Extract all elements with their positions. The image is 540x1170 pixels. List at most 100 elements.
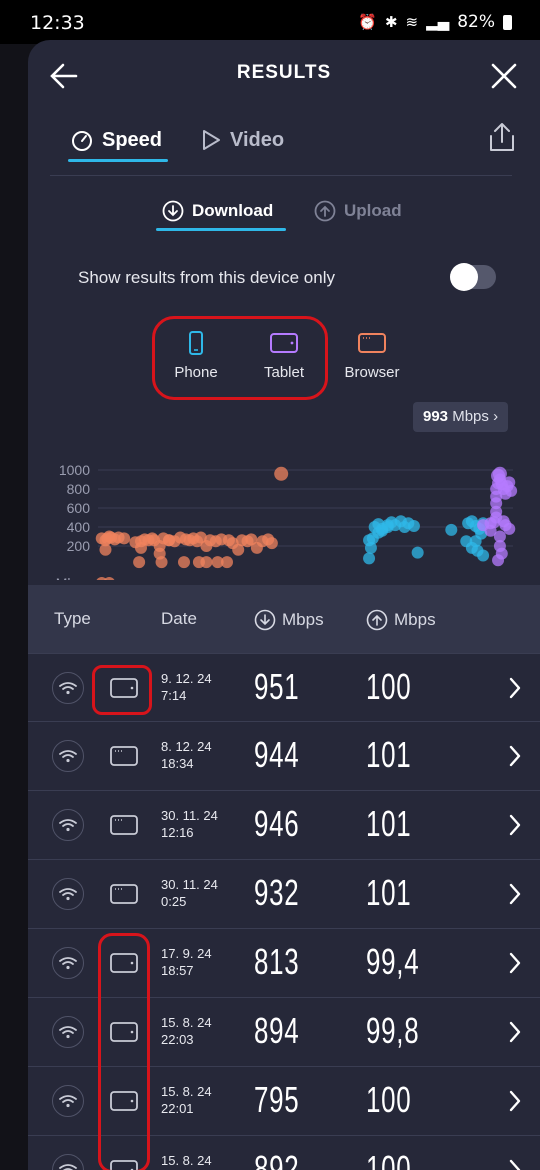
data-point-tablet (492, 554, 505, 567)
direction-tabs: Download Upload (28, 200, 540, 240)
table-row[interactable]: 17. 9. 24 18:57 813 99,4 (28, 929, 540, 998)
row-date-time: 18:34 (161, 756, 194, 771)
data-point-browser (133, 556, 146, 569)
data-point-browser (274, 466, 289, 481)
tablet-icon (270, 333, 298, 353)
col-upload-label: Mbps (394, 610, 436, 629)
row-upload: 101 (366, 872, 412, 913)
data-point-browser (163, 534, 176, 547)
row-chevron[interactable] (508, 1020, 522, 1048)
row-upload: 101 (366, 734, 412, 775)
connection-type-badge (52, 878, 84, 910)
row-download: 795 (254, 1079, 300, 1120)
y-unit-label: Mbps (56, 575, 90, 580)
row-date-day: 8. 12. 24 (161, 739, 212, 754)
row-date-time: 7:14 (161, 688, 187, 703)
browser-icon (358, 333, 386, 353)
row-date-day: 17. 9. 24 (161, 946, 212, 961)
header: RESULTS (28, 40, 540, 110)
device-type (108, 882, 140, 910)
table-row[interactable]: 15. 8. 24 892 100 (28, 1136, 540, 1170)
row-chevron[interactable] (508, 882, 522, 910)
table-row[interactable]: 30. 11. 24 12:16 946 101 (28, 791, 540, 860)
close-icon[interactable] (486, 58, 522, 94)
col-download-label: Mbps (282, 610, 324, 629)
device-type (108, 1020, 140, 1048)
wifi-icon (59, 682, 77, 695)
device-only-row: Show results from this device only (78, 263, 518, 292)
row-chevron[interactable] (508, 676, 522, 704)
back-arrow-icon[interactable] (46, 58, 82, 94)
row-download: 951 (254, 666, 300, 707)
tabs-divider (50, 175, 512, 176)
tablet-icon (110, 678, 138, 698)
y-tick-label: 600 (67, 500, 91, 516)
row-date-time: 18:57 (161, 963, 194, 978)
filter-phone[interactable]: Phone (156, 330, 236, 381)
highlight-outline-tablet-rows (98, 933, 150, 1170)
connection-type-badge (52, 1154, 84, 1170)
table-row[interactable]: 8. 12. 24 18:34 944 101 (28, 722, 540, 791)
device-filters: Phone Tablet Browser (28, 330, 540, 400)
row-chevron[interactable] (508, 1158, 522, 1170)
wifi-icon (59, 1095, 77, 1108)
row-date-time: 0:25 (161, 894, 187, 909)
data-point-browser (134, 541, 147, 554)
scatter-plot: 1000800600400200Mbpsbře 2021pro 2024 (56, 462, 518, 580)
row-chevron[interactable] (508, 951, 522, 979)
filter-tablet-label: Tablet (263, 364, 305, 381)
tab-download-label: Download (192, 201, 274, 220)
browser-icon (110, 746, 138, 766)
battery-icon (503, 14, 512, 30)
device-only-toggle[interactable] (450, 263, 496, 291)
row-date-day: 30. 11. 24 (161, 808, 218, 823)
row-chevron[interactable] (508, 1089, 522, 1117)
row-upload: 99,8 (366, 1010, 420, 1051)
alarm-icon: ⏰ (358, 13, 377, 31)
table-row[interactable]: 9. 12. 24 7:14 951 100 (28, 653, 540, 722)
download-icon (254, 609, 276, 631)
data-point-phone (407, 520, 420, 533)
tab-video[interactable]: Video (200, 128, 284, 152)
chevron-right-icon (509, 1090, 521, 1112)
row-date-day: 9. 12. 24 (161, 671, 212, 686)
filter-tablet[interactable]: Tablet (244, 330, 324, 381)
download-icon (162, 200, 184, 222)
wifi-status-icon: ≋ (405, 13, 419, 31)
table-row[interactable]: 30. 11. 24 0:25 932 101 (28, 860, 540, 929)
filter-browser[interactable]: Browser (332, 330, 412, 381)
toggle-knob (450, 263, 478, 291)
tab-upload[interactable]: Upload (314, 200, 402, 222)
row-chevron[interactable] (508, 744, 522, 772)
tab-speed[interactable]: Speed (70, 128, 162, 152)
upload-icon (314, 200, 336, 222)
row-date-time: 22:03 (161, 1032, 194, 1047)
data-point-phone (363, 552, 376, 565)
row-date-day: 15. 8. 24 (161, 1015, 212, 1030)
data-point-tablet (490, 505, 503, 518)
device-type (108, 676, 140, 704)
share-icon[interactable] (486, 120, 518, 154)
table-row[interactable]: 15. 8. 24 22:01 795 100 (28, 1067, 540, 1136)
row-date-day: 15. 8. 24 (161, 1084, 212, 1099)
filter-phone-label: Phone (174, 364, 218, 381)
chevron-right-icon (509, 745, 521, 767)
row-chevron[interactable] (508, 813, 522, 841)
row-download: 894 (254, 1010, 300, 1051)
row-date-time: 12:16 (161, 825, 194, 840)
max-speed-badge[interactable]: 993 Mbps › (413, 402, 509, 432)
connection-type-badge (52, 740, 84, 772)
data-point-browser (194, 531, 207, 544)
row-upload: 100 (366, 666, 412, 707)
tablet-icon (110, 1091, 138, 1111)
row-download: 892 (254, 1148, 300, 1170)
data-point-browser (265, 537, 278, 550)
data-point-phone (364, 541, 377, 554)
tab-download[interactable]: Download (162, 200, 273, 222)
device-type (108, 951, 140, 979)
wifi-icon (59, 888, 77, 901)
data-point-browser (104, 577, 115, 580)
table-row[interactable]: 15. 8. 24 22:03 894 99,8 (28, 998, 540, 1067)
speed-chart: 1000800600400200Mbpsbře 2021pro 2024 993… (28, 398, 540, 580)
y-tick-label: 1000 (59, 462, 90, 478)
